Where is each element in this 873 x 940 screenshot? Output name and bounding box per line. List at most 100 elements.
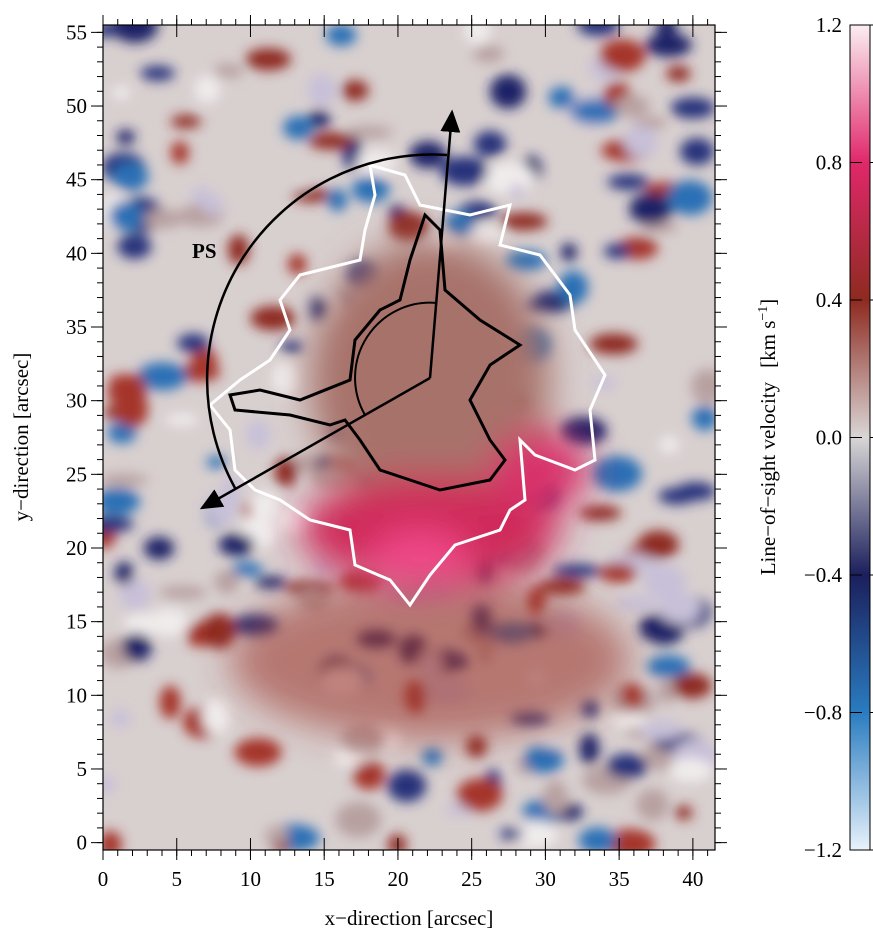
map-blob	[620, 683, 645, 709]
x-axis-label: x−direction [arcsec]	[325, 906, 494, 930]
map-blob	[108, 201, 144, 231]
colorbar-label: Line−of−sight velocity [km s−1]	[756, 299, 780, 576]
map-blob	[246, 419, 271, 450]
colorbar-tick-label: −0.4	[804, 563, 843, 587]
map-blob	[658, 592, 702, 625]
map-blob	[177, 333, 210, 353]
map-blob	[668, 758, 713, 783]
map-blob	[637, 530, 679, 559]
plot-frame	[102, 24, 716, 851]
map-blob	[116, 391, 149, 428]
map-blob	[214, 570, 240, 594]
colorbar-unit-end: ]	[756, 299, 780, 306]
y-tick-label: 20	[66, 536, 87, 560]
map-blob	[387, 769, 427, 803]
map-blob	[603, 243, 631, 259]
map-blob	[598, 562, 637, 583]
map-blob	[114, 561, 134, 585]
map-blob	[346, 125, 393, 139]
map-blob	[307, 73, 337, 107]
map-blob	[464, 25, 491, 45]
map-blob	[659, 436, 680, 454]
y-tick-label: 50	[66, 94, 87, 118]
map-blob	[283, 115, 314, 140]
map-blob	[148, 608, 190, 637]
map-blob	[614, 95, 650, 117]
map-blob	[658, 487, 697, 505]
map-blob	[341, 80, 369, 101]
colorbar-title: Line−of−sight velocity	[756, 381, 780, 575]
umbra-contour	[228, 212, 523, 492]
map-blob	[274, 457, 298, 487]
map-blob	[122, 632, 152, 662]
x-tick-label: 25	[461, 867, 482, 891]
map-blob	[107, 422, 137, 444]
inner-arc	[354, 301, 438, 416]
map-blob	[137, 362, 187, 391]
map-blob	[508, 184, 525, 198]
map-blob	[592, 455, 643, 492]
map-blob	[158, 586, 208, 599]
y-tick-label: 5	[77, 757, 88, 781]
map-blob	[327, 188, 348, 212]
sector-arc	[205, 153, 448, 489]
map-blob	[579, 733, 600, 765]
map-blob	[444, 210, 476, 238]
map-blob	[645, 33, 693, 58]
map-blob	[548, 86, 575, 109]
colorbar-tick-label: 0.4	[816, 288, 843, 312]
map-blob	[523, 744, 564, 774]
y-tick-label: 40	[66, 241, 87, 265]
map-blob	[140, 65, 175, 81]
map-blob	[543, 780, 568, 816]
map-blob	[164, 413, 199, 426]
penumbra-contour	[207, 162, 607, 608]
map-blob	[559, 416, 607, 446]
map-blob	[335, 802, 382, 838]
colorbar-tick-label: 0.0	[816, 426, 842, 450]
y-tick-label: 45	[66, 168, 87, 192]
velocity-map: PS	[103, 25, 715, 850]
map-blob	[643, 564, 686, 600]
umbra-flow	[230, 240, 630, 740]
map-blob	[351, 176, 390, 203]
map-blob	[614, 596, 658, 611]
x-tick-label: 0	[98, 867, 109, 891]
map-blob	[557, 270, 589, 305]
map-blob	[646, 655, 691, 678]
map-blob	[292, 188, 332, 203]
map-blob	[265, 826, 289, 845]
map-blob	[672, 672, 712, 699]
y-axis-label: y−direction [arcsec]	[9, 353, 33, 522]
map-blob	[607, 174, 650, 190]
map-blob	[639, 615, 656, 640]
map-blob	[465, 225, 504, 246]
map-blob	[524, 299, 572, 312]
sector-arrow	[199, 376, 431, 510]
map-blob	[623, 125, 658, 158]
map-blob	[159, 685, 181, 720]
map-blob	[103, 473, 149, 487]
map-blob	[691, 368, 715, 404]
colorbar-unit-exp: −1	[756, 306, 771, 321]
map-blob	[111, 86, 132, 99]
map-blob	[578, 505, 622, 521]
map-blob	[473, 130, 507, 158]
y-tick-label: 10	[66, 683, 87, 707]
map-blob	[679, 138, 715, 166]
y-tick-label: 0	[77, 831, 88, 855]
x-tick-label: 40	[682, 867, 703, 891]
map-blob	[472, 45, 505, 63]
map-blob	[179, 362, 221, 382]
colorbar-tick-label: −1.2	[804, 838, 842, 862]
map-blob	[170, 141, 189, 165]
map-blob	[308, 132, 355, 150]
map-blob	[108, 374, 146, 387]
map-blob	[308, 110, 331, 128]
map-blob	[119, 579, 151, 611]
map-blob	[456, 778, 503, 812]
x-tick-label: 20	[387, 867, 408, 891]
colorbar-tick-label: −0.8	[804, 701, 842, 725]
map-blob	[271, 361, 299, 396]
y-tick-label: 15	[66, 610, 87, 634]
